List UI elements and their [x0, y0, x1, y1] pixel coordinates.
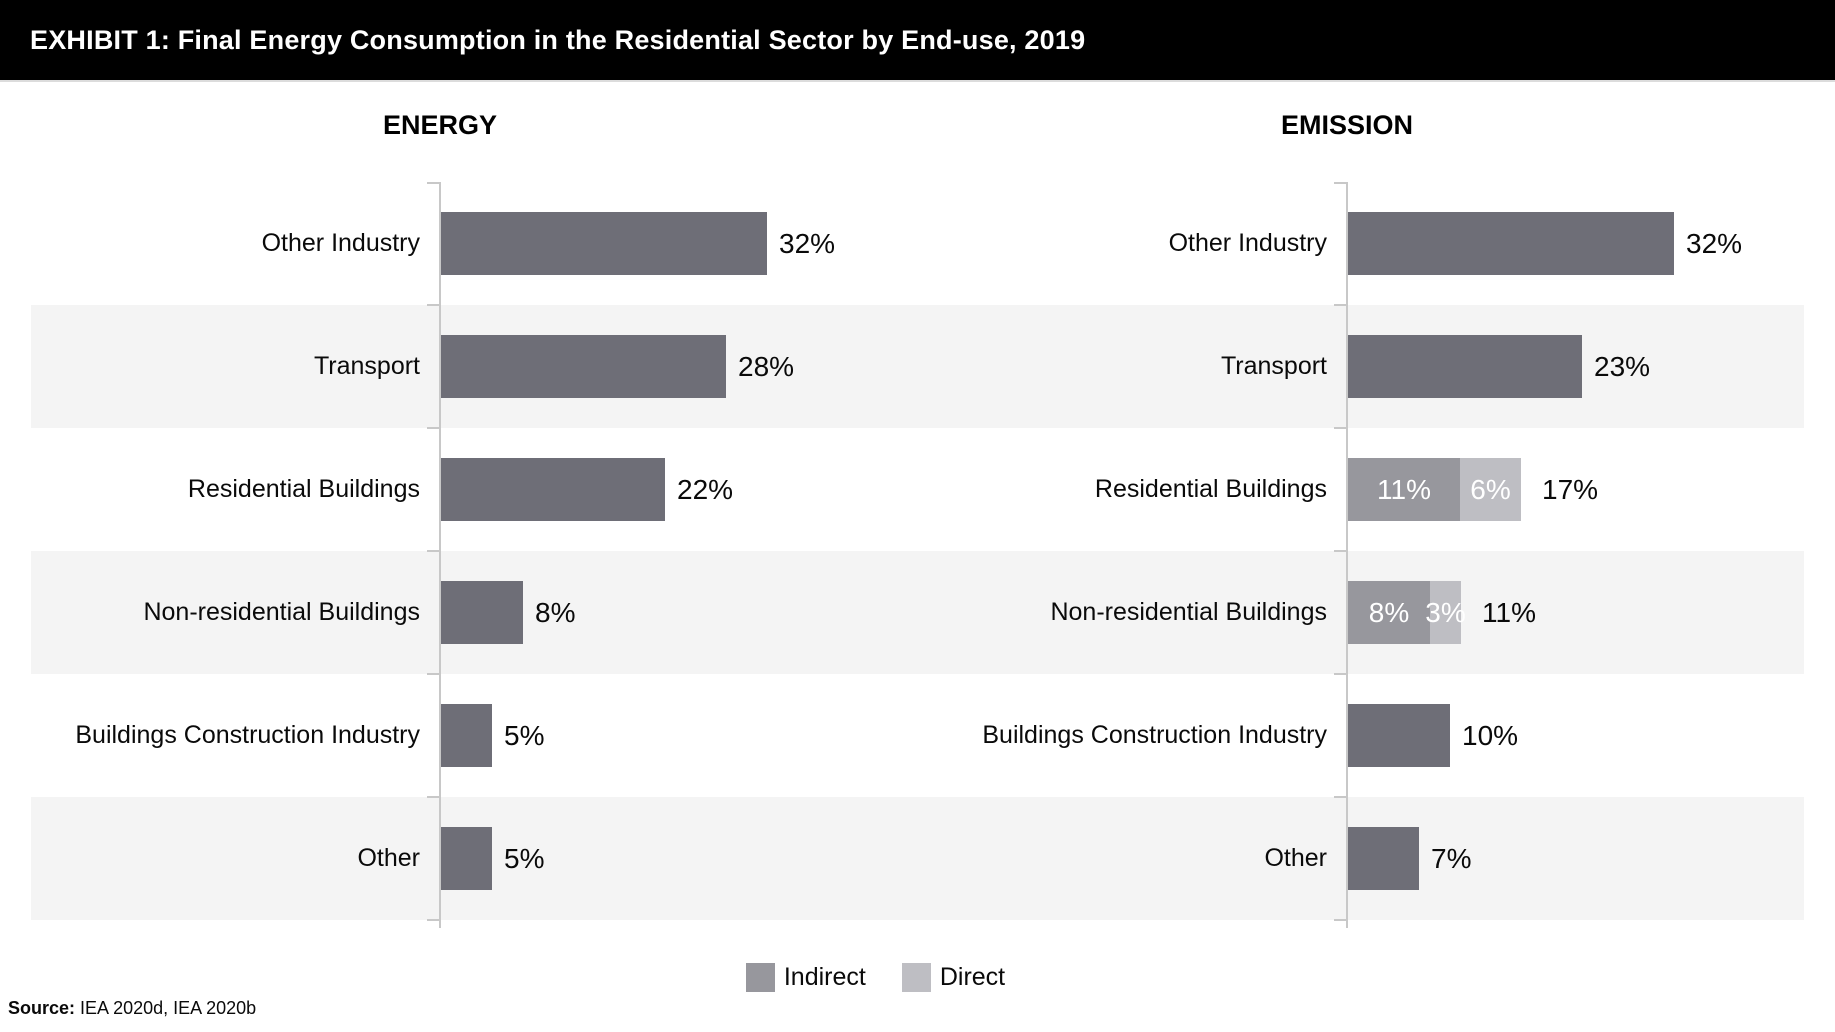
bar-value-label: 32%	[1686, 227, 1743, 259]
bar-segment-direct: 6%	[1460, 458, 1521, 521]
category-axis	[1346, 182, 1348, 928]
bar-segment-total	[441, 704, 492, 767]
bar-row: 8% 3% 11%	[1348, 581, 1536, 644]
bar-row: 23%	[1348, 335, 1650, 398]
bar-segment-total	[1348, 827, 1419, 890]
category-label: Other Industry	[261, 229, 420, 257]
category-axis	[439, 182, 441, 928]
bar-value-label: 28%	[738, 350, 795, 382]
bar-segment-indirect: 11%	[1348, 458, 1460, 521]
bar-row: 32%	[441, 212, 835, 275]
exhibit-title-bar: EXHIBIT 1: Final Energy Consumption in t…	[0, 0, 1835, 82]
axis-tick	[427, 796, 439, 798]
bar-segment-total	[1348, 704, 1450, 767]
axis-tick	[427, 673, 439, 675]
bar-segment-total	[441, 335, 726, 398]
category-label: Residential Buildings	[187, 475, 420, 503]
category-label: Buildings Construction Industry	[75, 721, 420, 749]
axis-tick	[1334, 427, 1346, 429]
axis-tick	[1334, 182, 1346, 184]
axis-tick	[1334, 796, 1346, 798]
bar-segment-total	[1348, 212, 1674, 275]
axis-tick	[427, 182, 439, 184]
row-band	[31, 551, 1804, 674]
panel-header-energy: ENERGY	[382, 110, 498, 140]
bar-segment-total	[441, 827, 492, 890]
bar-row: 28%	[441, 335, 794, 398]
indirect-swatch-icon	[745, 962, 775, 992]
bar-segment-total	[441, 212, 767, 275]
bar-row: 10%	[1348, 704, 1518, 767]
category-label: Other	[1264, 844, 1327, 872]
legend-label-direct: Direct	[939, 962, 1006, 991]
category-label: Other	[357, 844, 420, 872]
bar-value-label: 7%	[1431, 842, 1472, 874]
bar-value-label: 8%	[535, 596, 576, 628]
exhibit-title: EXHIBIT 1: Final Energy Consumption in t…	[30, 24, 1086, 55]
panel-header-emission: EMISSION	[1280, 110, 1414, 140]
category-label: Transport	[313, 352, 420, 380]
bar-value-label: 11%	[1482, 596, 1536, 628]
category-label: Residential Buildings	[1094, 475, 1327, 503]
bar-segment-total	[1348, 335, 1582, 398]
bar-row: 32%	[1348, 212, 1742, 275]
bar-row: 5%	[441, 704, 544, 767]
bar-value-label: 23%	[1594, 350, 1651, 382]
bar-segment-total	[441, 581, 523, 644]
axis-tick	[427, 304, 439, 306]
legend-label-indirect: Indirect	[783, 962, 866, 991]
bar-value-label: 10%	[1462, 719, 1519, 751]
bar-segment-direct: 3%	[1425, 581, 1466, 644]
axis-tick	[1334, 550, 1346, 552]
category-label: Buildings Construction Industry	[982, 721, 1327, 749]
legend-item-indirect: Indirect	[745, 962, 866, 992]
bar-segment-total	[441, 458, 665, 521]
bar-value-label: 17%	[1542, 473, 1599, 505]
bar-row: 5%	[441, 827, 544, 890]
axis-tick	[427, 427, 439, 429]
axis-tick	[1334, 919, 1346, 921]
chart-legend: Indirect Direct	[0, 957, 1835, 997]
bar-row: 11% 6% 17%	[1348, 458, 1598, 521]
bar-value-label: 22%	[677, 473, 734, 505]
category-label: Non-residential Buildings	[143, 598, 420, 626]
bar-row: 22%	[441, 458, 733, 521]
category-label: Transport	[1220, 352, 1327, 380]
bar-row: 7%	[1348, 827, 1471, 890]
category-label: Non-residential Buildings	[1050, 598, 1327, 626]
row-band	[31, 797, 1804, 920]
source-label: Source:	[8, 998, 76, 1018]
source-line: Source: IEA 2020d, IEA 2020b	[8, 998, 256, 1019]
bar-value-label: 5%	[504, 719, 545, 751]
axis-tick	[427, 919, 439, 921]
source-text: IEA 2020d, IEA 2020b	[80, 998, 257, 1018]
category-label: Other Industry	[1168, 229, 1327, 257]
bar-segment-indirect: 8%	[1348, 581, 1430, 644]
axis-tick	[1334, 304, 1346, 306]
bar-row: 8%	[441, 581, 575, 644]
axis-tick	[427, 550, 439, 552]
legend-item-direct: Direct	[901, 962, 1006, 992]
chart-area: Other Industry 32% Transport 28% Residential…	[0, 182, 1835, 932]
bar-value-label: 5%	[504, 842, 545, 874]
axis-tick	[1334, 673, 1346, 675]
direct-swatch-icon	[901, 962, 931, 992]
bar-value-label: 32%	[779, 227, 836, 259]
